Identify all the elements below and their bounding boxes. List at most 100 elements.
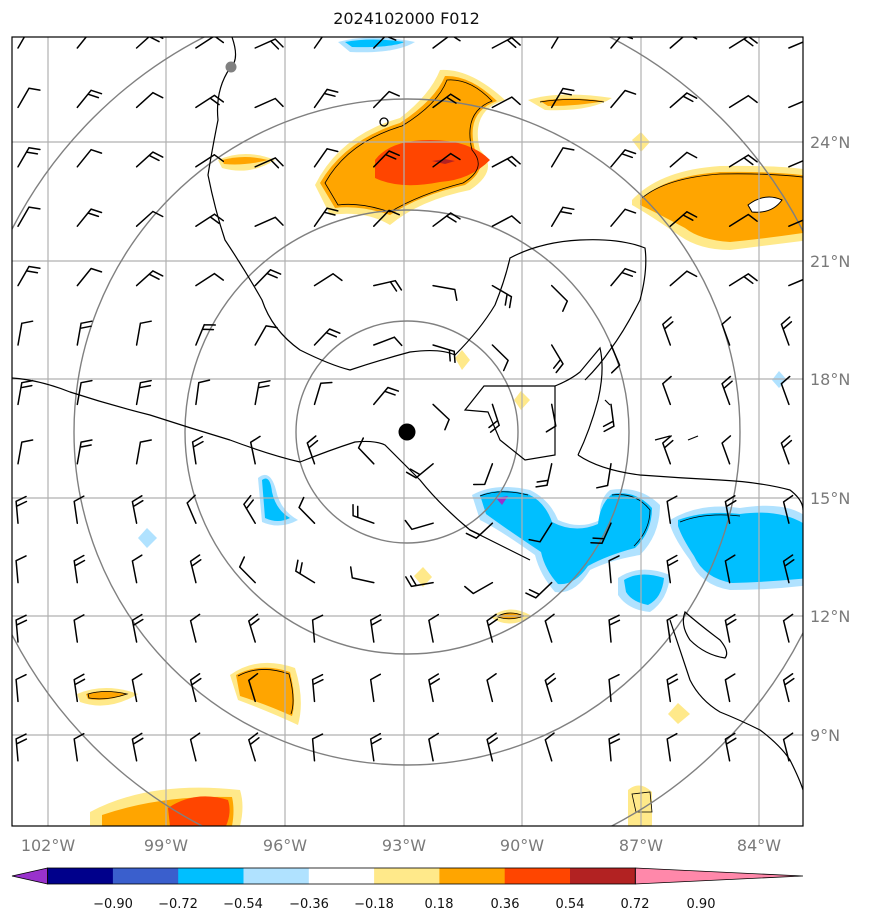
wind-barb: [369, 732, 382, 762]
wind-barb: [135, 210, 164, 227]
colorbar-extend-low: [11, 867, 48, 885]
wind-barb: [373, 386, 400, 406]
wind-barb: [76, 320, 93, 346]
wind-barb: [432, 93, 461, 109]
wind-barb: [724, 495, 737, 524]
wind-barb: [662, 435, 674, 465]
wind-barb: [724, 554, 736, 584]
lon-label: 87°W: [619, 836, 663, 855]
small-island: [379, 117, 389, 127]
wind-barb: [666, 673, 679, 703]
wind-barb: [17, 439, 34, 465]
wind-barb: [248, 613, 260, 643]
colorbar-tick-label: −0.72: [158, 897, 198, 912]
wind-barb: [432, 284, 458, 302]
wind-barb: [15, 495, 28, 524]
wind-barb: [788, 278, 803, 287]
colorbar-tick-label: −0.90: [93, 897, 133, 912]
wind-barb: [135, 151, 164, 168]
storm-center-marker: [398, 423, 416, 441]
wind-barb: [610, 89, 637, 109]
wind-barb: [602, 403, 615, 433]
colorbar-tick-label: 0.36: [491, 897, 520, 912]
lon-label: 90°W: [500, 836, 544, 855]
wind-barb: [721, 375, 733, 406]
wind-barb: [311, 673, 324, 703]
wind-barb: [608, 614, 621, 643]
wind-barb: [76, 89, 103, 109]
colorbar-segment: [308, 868, 375, 884]
wind-barb: [195, 379, 211, 406]
wind-barb: [608, 673, 620, 703]
wind-barb: [550, 87, 575, 109]
colorbar-segment: [504, 868, 571, 884]
wind-barb: [669, 211, 698, 227]
wind-barb: [131, 495, 144, 524]
wind-barb: [782, 613, 794, 643]
wind-barb: [491, 96, 521, 109]
wind-barb: [248, 732, 260, 762]
wind-barb: [782, 554, 795, 584]
wind-barb: [17, 87, 41, 109]
wind-barb: [249, 435, 261, 465]
colorbar-outline: [47, 867, 636, 885]
wind-barb: [254, 97, 284, 109]
wind-barb: [131, 554, 143, 584]
wind-barb: [238, 556, 256, 584]
wind-barb: [610, 149, 637, 168]
wind-barb: [491, 155, 521, 168]
wind-barb: [17, 146, 41, 168]
wind-barb: [535, 463, 553, 488]
wind-barb: [550, 344, 564, 374]
wind-barb: [373, 279, 403, 292]
range-rings: [12, 37, 803, 826]
wind-barb: [135, 379, 152, 406]
wind-barb: [195, 323, 217, 346]
wind-barb: [76, 379, 93, 406]
wind-barb: [17, 379, 34, 406]
wind-barb: [432, 152, 461, 168]
lon-label: 99°W: [144, 836, 188, 855]
wind-barb: [73, 614, 85, 643]
lat-label: 12°N: [810, 607, 850, 626]
colorbar-segment: [178, 868, 244, 884]
wind-barb: [76, 208, 103, 227]
wind-barb: [662, 375, 672, 406]
wind-barb: [313, 273, 343, 287]
wind-barb: [73, 732, 85, 762]
wind-barb: [295, 559, 316, 584]
colorbar-ticks: −0.90 −0.72 −0.54 −0.36 −0.18 0.18 0.36 …: [93, 897, 715, 912]
wind-barb: [311, 733, 324, 762]
wind-barb: [195, 213, 225, 227]
colorbar: [11, 867, 804, 885]
wind-barb: [721, 316, 732, 346]
wind-barb: [373, 37, 400, 49]
wind-barb: [780, 435, 793, 465]
wind-barb: [298, 496, 316, 524]
map-title: 2024102000 F012: [333, 9, 480, 28]
lat-label: 9°N: [810, 726, 840, 745]
wind-barb: [486, 732, 499, 762]
wind-barb: [313, 37, 324, 49]
wind-barb: [596, 463, 612, 489]
wind-barb: [669, 92, 698, 109]
wind-barb: [610, 267, 637, 287]
wind-barb: [666, 732, 678, 762]
wind-barb: [669, 270, 698, 287]
wind-barb: [195, 154, 225, 168]
wind-barb: [373, 336, 403, 347]
wind-barb: [724, 613, 737, 643]
wind-barb: [545, 403, 557, 433]
wind-barb: [721, 435, 732, 465]
wind-barb: [189, 613, 201, 643]
wind-barb: [428, 673, 441, 703]
wind-barb: [311, 614, 324, 643]
wind-barb: [432, 37, 461, 49]
latitude-labels: 24°N 21°N 18°N 15°N 12°N 9°N: [810, 133, 850, 745]
wind-barb: [76, 37, 88, 49]
wind-barb: [544, 732, 555, 762]
wind-barb: [488, 403, 500, 433]
wind-barb: [464, 581, 494, 595]
wind-barb: [728, 213, 758, 227]
